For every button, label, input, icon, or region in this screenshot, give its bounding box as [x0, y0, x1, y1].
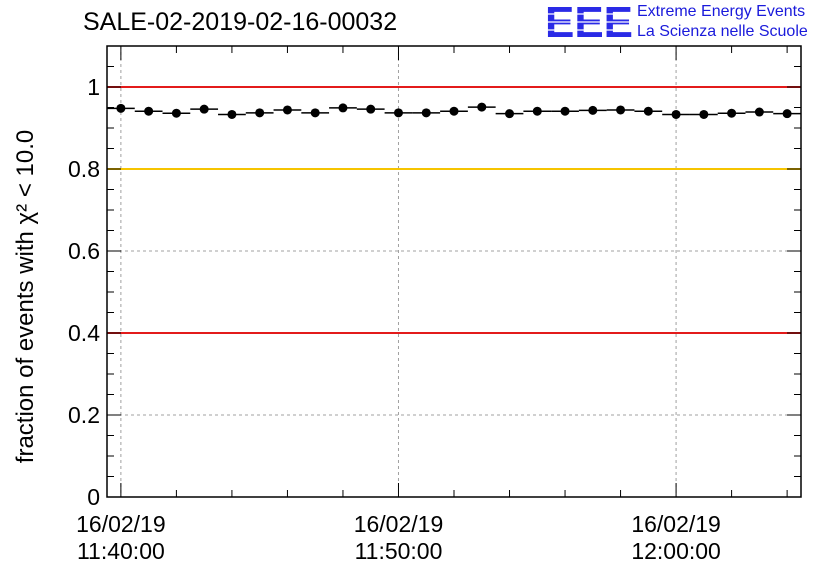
y-tick-label: 0.8 [68, 156, 100, 182]
data-point [282, 105, 292, 115]
data-point [477, 102, 487, 112]
data-point [505, 109, 515, 119]
chart-title: SALE-02-2019-02-16-00032 [83, 8, 398, 36]
y-axis-label: fraction of events with χ² < 10.0 [12, 130, 39, 463]
x-tick-label-time: 12:00:00 [631, 538, 721, 564]
data-point [671, 109, 681, 119]
logo-caption-line2: La Scienza nelle Scuole [637, 23, 808, 40]
data-point [227, 109, 237, 119]
data-point [199, 104, 209, 114]
logo-caption: Extreme Energy Events La Scienza nelle S… [637, 2, 808, 42]
y-tick-label: 1 [87, 74, 100, 100]
data-point [754, 107, 764, 117]
y-tick-label: 0.4 [68, 320, 100, 346]
x-tick-label-date: 16/02/19 [631, 511, 721, 537]
data-point [588, 105, 598, 115]
data-point [727, 108, 737, 118]
data-point [560, 106, 570, 116]
logo-caption-line1: Extreme Energy Events [637, 3, 806, 20]
eee-logo-icon: EEE [543, 0, 635, 44]
x-tick-label-time: 11:40:00 [77, 538, 165, 564]
data-point [616, 105, 626, 115]
x-tick-label-time: 11:50:00 [355, 538, 443, 564]
data-point [421, 108, 431, 118]
data-point [643, 106, 653, 116]
data-point [449, 106, 459, 116]
data-point [366, 104, 376, 114]
data-point [393, 108, 403, 118]
data-point [699, 109, 709, 119]
data-point [310, 108, 320, 118]
y-tick-label: 0.2 [68, 402, 100, 428]
data-point [782, 109, 792, 119]
data-point [144, 106, 154, 116]
x-tick-label-date: 16/02/19 [354, 511, 444, 537]
y-tick-label: 0 [87, 484, 100, 510]
x-tick-label-date: 16/02/19 [76, 511, 166, 537]
y-tick-label: 0.6 [68, 238, 100, 264]
data-point [171, 108, 181, 118]
data-point [532, 106, 542, 116]
data-point [116, 103, 126, 113]
data-point [255, 108, 265, 118]
data-point [338, 103, 348, 113]
